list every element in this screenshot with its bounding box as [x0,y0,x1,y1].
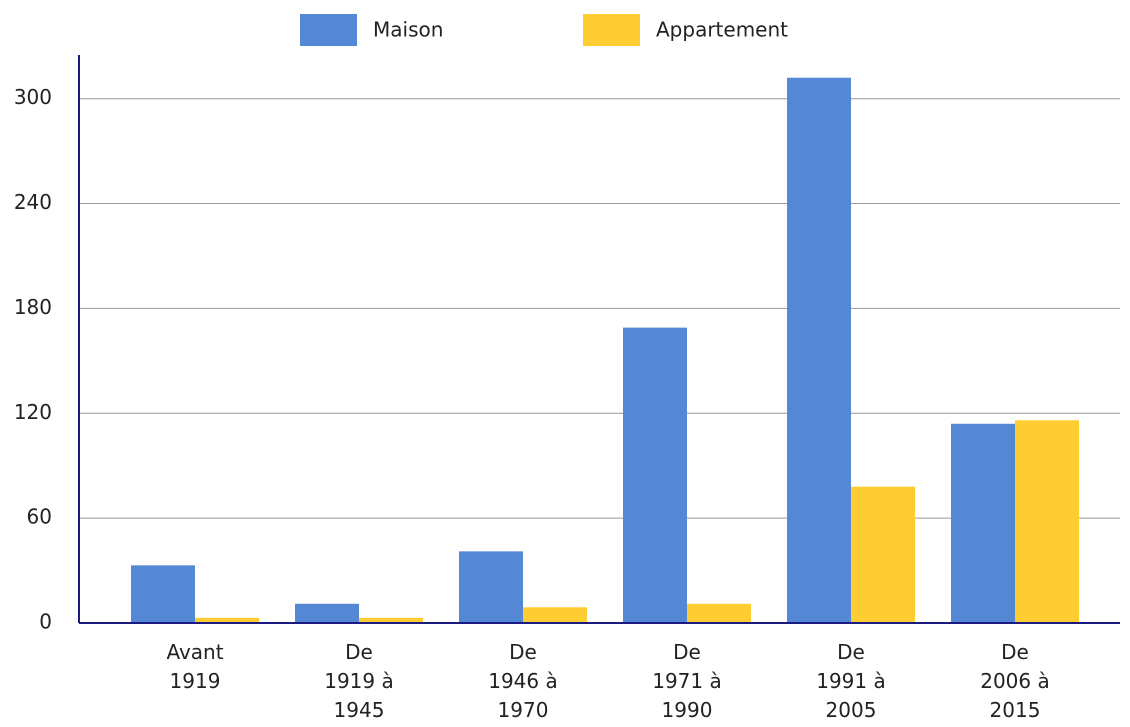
bar [951,423,1015,623]
bar [523,607,587,623]
bar [195,617,259,623]
y-tick-label: 60 [27,505,52,529]
legend-label: Appartement [656,18,788,42]
legend-swatch [583,14,640,46]
y-tick-label: 300 [14,85,52,109]
legend-label: Maison [373,18,443,42]
bar [687,603,751,623]
x-tick-label: Avant 1919 [166,640,224,693]
bar [851,486,915,623]
bar [1015,420,1079,623]
bar [295,603,359,623]
bar [787,77,851,624]
y-tick-label: 0 [39,610,52,634]
y-tick-label: 180 [14,295,52,319]
y-tick-label: 240 [14,190,52,214]
x-tick-label: De 2006 à 2015 [980,640,1050,722]
bar [623,327,687,623]
y-tick-label: 120 [14,400,52,424]
bar [459,551,523,623]
x-tick-label: De 1919 à 1945 [324,640,394,722]
x-tick-label: De 1971 à 1990 [652,640,722,722]
bar [359,617,423,623]
bar [131,565,195,623]
x-tick-label: De 1991 à 2005 [816,640,886,722]
x-tick-label: De 1946 à 1970 [488,640,558,722]
legend-swatch [300,14,357,46]
